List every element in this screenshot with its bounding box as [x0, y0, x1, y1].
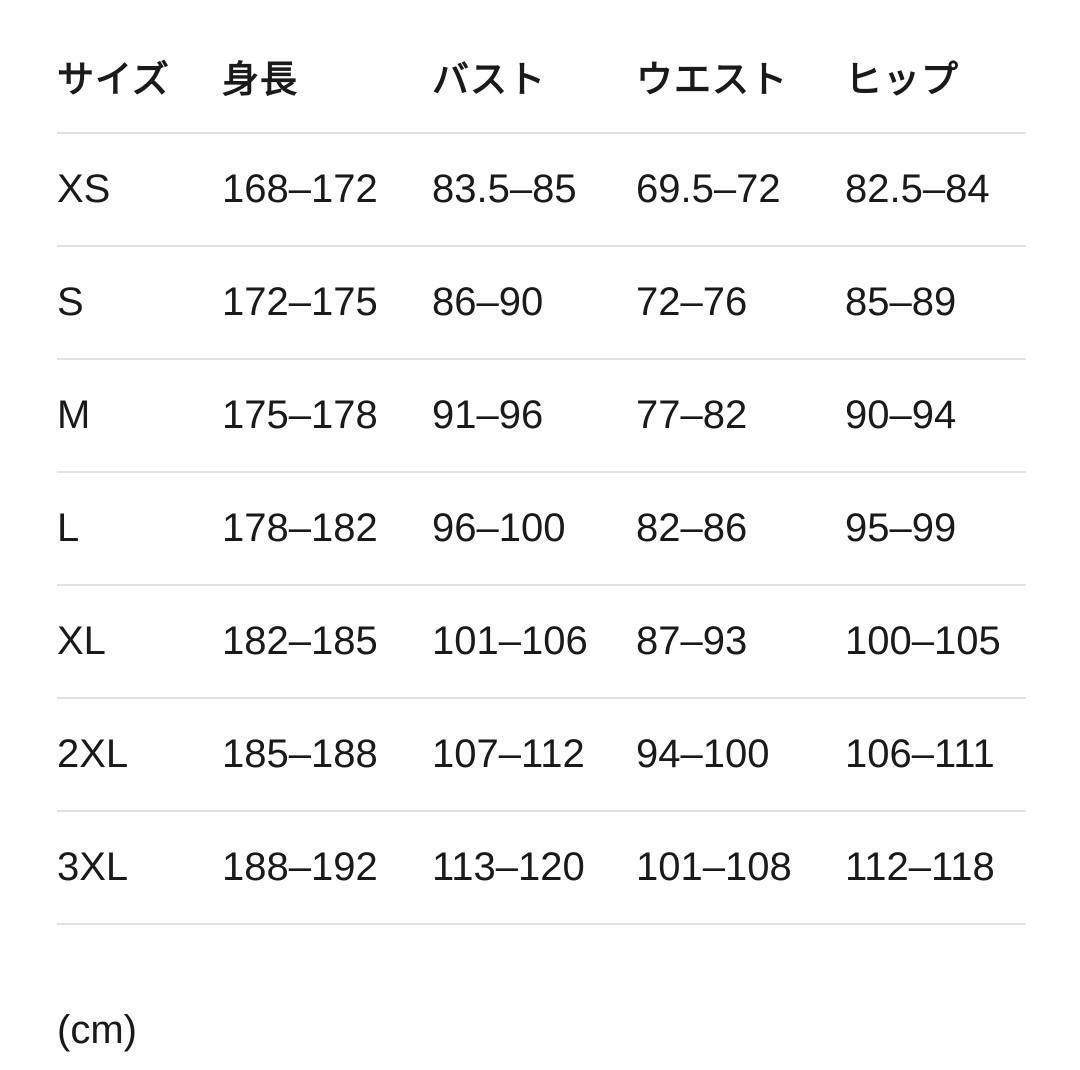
cell-size: S	[57, 280, 84, 324]
cell-hip: 85–89	[845, 280, 957, 324]
table-row: L 178–182 96–100 82–86 95–99	[57, 473, 1026, 586]
cell-bust: 86–90	[432, 280, 544, 324]
cell-waist: 94–100	[636, 732, 770, 776]
cell-waist: 69.5–72	[636, 167, 781, 211]
cell-waist: 101–108	[636, 845, 792, 889]
cell-bust: 101–106	[432, 619, 588, 663]
cell-height: 172–175	[222, 280, 378, 324]
cell-bust: 113–120	[432, 845, 585, 889]
cell-bust: 107–112	[432, 732, 585, 776]
cell-height: 178–182	[222, 506, 378, 550]
cell-hip: 112–118	[845, 845, 995, 889]
cell-size: 3XL	[57, 845, 129, 889]
cell-height: 185–188	[222, 732, 378, 776]
cell-bust: 96–100	[432, 506, 566, 550]
cell-hip: 100–105	[845, 619, 1001, 663]
table-row: S 172–175 86–90 72–76 85–89	[57, 247, 1026, 360]
header-waist: ウエスト	[636, 59, 788, 100]
header-hip: ヒップ	[845, 59, 959, 100]
cell-hip: 106–111	[845, 732, 995, 776]
cell-size: 2XL	[57, 732, 129, 776]
cell-hip: 82.5–84	[845, 167, 990, 211]
cell-waist: 77–82	[636, 393, 748, 437]
table-row: 3XL 188–192 113–120 101–108 112–118	[57, 812, 1026, 925]
cell-height: 188–192	[222, 845, 378, 889]
cell-height: 175–178	[222, 393, 378, 437]
unit-note: (cm)	[57, 1008, 137, 1052]
header-height: 身長	[222, 59, 298, 100]
table-row: M 175–178 91–96 77–82 90–94	[57, 360, 1026, 473]
table-row: 2XL 185–188 107–112 94–100 106–111	[57, 699, 1026, 812]
cell-size: M	[57, 393, 91, 437]
cell-waist: 82–86	[636, 506, 748, 550]
cell-waist: 72–76	[636, 280, 748, 324]
header-bust: バスト	[432, 59, 546, 100]
cell-bust: 91–96	[432, 393, 544, 437]
table-header-row: サイズ 身長 バスト ウエスト ヒップ	[57, 20, 1026, 134]
table-row: XS 168–172 83.5–85 69.5–72 82.5–84	[57, 134, 1026, 247]
cell-hip: 95–99	[845, 506, 957, 550]
cell-hip: 90–94	[845, 393, 957, 437]
cell-height: 168–172	[222, 167, 378, 211]
size-chart-table: サイズ 身長 バスト ウエスト ヒップ XS 168–172 83.5–85 69.5–72 8…	[57, 20, 1026, 925]
cell-bust: 83.5–85	[432, 167, 577, 211]
header-size: サイズ	[57, 59, 170, 100]
cell-height: 182–185	[222, 619, 378, 663]
cell-waist: 87–93	[636, 619, 748, 663]
table-row: XL 182–185 101–106 87–93 100–105	[57, 586, 1026, 699]
cell-size: L	[57, 506, 80, 550]
cell-size: XL	[57, 619, 106, 663]
cell-size: XS	[57, 167, 111, 211]
